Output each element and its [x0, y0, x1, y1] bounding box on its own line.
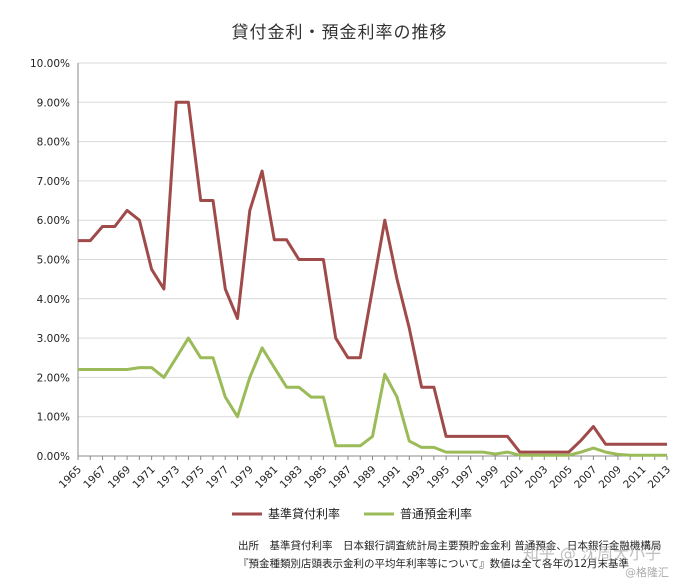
y-tick-label: 9.00% [37, 97, 70, 109]
x-tick-label: 1983 [278, 464, 305, 491]
x-tick-label: 1989 [351, 464, 378, 491]
legend-label-2: 普通預金利率 [400, 506, 472, 521]
y-tick-label: 6.00% [37, 215, 70, 227]
x-tick-label: 2003 [523, 464, 550, 491]
series-line-1 [78, 100, 667, 454]
x-tick-label: 2007 [572, 464, 599, 491]
y-tick-label: 2.00% [37, 372, 70, 384]
source-note-line-2: 『預金種類別店頭表示金利の平均年利率等について』数値は全て各年の12月末基準 [238, 558, 630, 570]
y-tick-label: 5.00% [37, 255, 70, 267]
y-tick-label: 3.00% [37, 333, 70, 345]
x-tick-label: 2011 [621, 464, 648, 491]
y-tick-label: 1.00% [37, 412, 70, 424]
x-tick-label: 2009 [597, 464, 624, 491]
x-tick-label: 1981 [253, 464, 280, 491]
legend: 基準貸付利率 普通預金利率 [232, 506, 472, 521]
x-tick-label: 1995 [425, 464, 452, 491]
x-tick-label: 1985 [302, 464, 329, 491]
series-lines [78, 100, 667, 457]
x-tick-label: 2001 [498, 464, 525, 491]
x-tick-label: 1993 [400, 464, 427, 491]
y-tick-label: 0.00% [37, 451, 70, 463]
chart-title: 貸付金利・預金利率の推移 [231, 23, 448, 43]
watermark-zhihu: 知乎 @ 沈周大小子 [522, 544, 661, 563]
x-tick-label: 1991 [376, 464, 403, 491]
x-tick-label: 1977 [204, 464, 231, 491]
x-tick-label: 1973 [155, 464, 182, 491]
x-tick-label: 1979 [229, 464, 256, 491]
x-tick-label: 1971 [130, 464, 157, 491]
x-tick-labels: 1965196719691971197319751977197919811983… [57, 464, 673, 491]
y-tick-label: 10.00% [30, 58, 70, 70]
y-tick-labels: 0.00% 1.00% 2.00% 3.00% 4.00% 5.00% 6.00% 7.00%… [30, 58, 70, 463]
x-tick-label: 2013 [646, 464, 673, 491]
x-tick-label: 1969 [106, 464, 133, 491]
series-line-2 [78, 336, 667, 457]
x-tick-label: 1967 [81, 464, 108, 491]
y-tick-label: 8.00% [37, 137, 70, 149]
watermark-gelonghui: @格隆汇 [625, 566, 669, 579]
x-tick-label: 1965 [57, 464, 84, 491]
x-tick-label: 1999 [474, 464, 501, 491]
x-tick-label: 2005 [548, 464, 575, 491]
y-tick-label: 4.00% [37, 294, 70, 306]
source-note-line-1: 出所 基準貸付利率 日本銀行調査統計局主要預貯金金利 普通預金、日本銀行金融機構… [238, 540, 662, 552]
y-tick-label: 7.00% [37, 176, 70, 188]
legend-label-1: 基準貸付利率 [268, 506, 340, 521]
x-tick-label: 1975 [179, 464, 206, 491]
x-tick-label: 1997 [449, 464, 476, 491]
x-tick-label: 1987 [327, 464, 354, 491]
